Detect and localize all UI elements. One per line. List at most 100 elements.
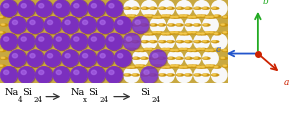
Circle shape — [214, 33, 218, 34]
Circle shape — [80, 57, 88, 60]
Ellipse shape — [62, 17, 79, 33]
Circle shape — [36, 7, 44, 10]
Ellipse shape — [18, 33, 35, 50]
Ellipse shape — [70, 67, 87, 83]
Circle shape — [52, 32, 56, 33]
Ellipse shape — [149, 17, 166, 33]
Circle shape — [44, 73, 52, 77]
Ellipse shape — [54, 0, 71, 17]
Circle shape — [20, 66, 28, 69]
Ellipse shape — [100, 54, 105, 58]
Ellipse shape — [70, 33, 87, 50]
Circle shape — [179, 15, 183, 16]
Circle shape — [140, 65, 143, 66]
Ellipse shape — [106, 67, 124, 84]
Circle shape — [165, 66, 173, 69]
Circle shape — [124, 41, 128, 42]
Circle shape — [160, 74, 163, 75]
Circle shape — [195, 74, 198, 75]
Circle shape — [118, 65, 122, 66]
Circle shape — [142, 7, 146, 9]
Circle shape — [202, 73, 210, 77]
Circle shape — [42, 32, 50, 35]
Ellipse shape — [19, 0, 36, 17]
Circle shape — [103, 31, 111, 34]
Circle shape — [39, 15, 43, 16]
Circle shape — [203, 41, 206, 42]
Circle shape — [24, 15, 32, 18]
Circle shape — [20, 15, 28, 18]
Circle shape — [19, 7, 23, 9]
Ellipse shape — [61, 16, 79, 34]
Circle shape — [104, 16, 108, 17]
Circle shape — [160, 15, 169, 18]
Circle shape — [167, 7, 175, 10]
Circle shape — [64, 49, 72, 52]
Circle shape — [170, 32, 174, 33]
Circle shape — [52, 16, 56, 17]
Circle shape — [48, 50, 51, 51]
Circle shape — [70, 57, 78, 60]
Circle shape — [176, 7, 184, 10]
Circle shape — [148, 48, 152, 50]
Circle shape — [108, 66, 116, 69]
Ellipse shape — [10, 50, 27, 67]
Ellipse shape — [47, 54, 52, 58]
Circle shape — [97, 57, 105, 60]
Circle shape — [42, 48, 50, 51]
Circle shape — [29, 31, 37, 34]
Circle shape — [209, 50, 213, 51]
Circle shape — [138, 65, 146, 68]
Circle shape — [87, 50, 90, 51]
Ellipse shape — [118, 54, 123, 58]
Ellipse shape — [18, 66, 35, 84]
Circle shape — [80, 41, 84, 42]
Ellipse shape — [4, 4, 9, 8]
Circle shape — [184, 73, 192, 77]
Circle shape — [7, 15, 15, 18]
Ellipse shape — [56, 4, 62, 8]
Circle shape — [160, 7, 163, 9]
Circle shape — [100, 32, 104, 33]
Circle shape — [185, 7, 189, 9]
Circle shape — [200, 48, 208, 51]
Circle shape — [166, 66, 170, 67]
Circle shape — [44, 7, 52, 10]
Circle shape — [53, 7, 61, 10]
Circle shape — [35, 57, 43, 60]
Circle shape — [168, 41, 171, 42]
Ellipse shape — [70, 0, 88, 17]
Ellipse shape — [35, 0, 52, 17]
Circle shape — [165, 48, 173, 51]
Circle shape — [113, 15, 117, 16]
Circle shape — [179, 66, 183, 67]
Ellipse shape — [133, 17, 150, 34]
Ellipse shape — [70, 33, 88, 50]
Circle shape — [48, 65, 51, 66]
Circle shape — [16, 31, 24, 34]
Circle shape — [105, 23, 113, 27]
Ellipse shape — [35, 33, 52, 50]
Circle shape — [121, 65, 129, 68]
Circle shape — [141, 57, 145, 59]
Ellipse shape — [184, 17, 201, 33]
Circle shape — [202, 7, 210, 10]
Circle shape — [196, 15, 204, 18]
Ellipse shape — [70, 66, 88, 84]
Circle shape — [173, 31, 181, 34]
Circle shape — [82, 49, 90, 52]
Ellipse shape — [18, 67, 35, 83]
Ellipse shape — [44, 17, 61, 33]
Circle shape — [103, 65, 111, 68]
Circle shape — [183, 48, 187, 50]
Ellipse shape — [114, 17, 131, 33]
Circle shape — [187, 31, 195, 34]
Circle shape — [187, 16, 195, 19]
Circle shape — [123, 23, 131, 27]
Circle shape — [46, 57, 49, 59]
Ellipse shape — [35, 33, 52, 50]
Circle shape — [212, 41, 216, 42]
Circle shape — [72, 74, 76, 75]
Ellipse shape — [150, 50, 167, 67]
Circle shape — [69, 16, 73, 17]
